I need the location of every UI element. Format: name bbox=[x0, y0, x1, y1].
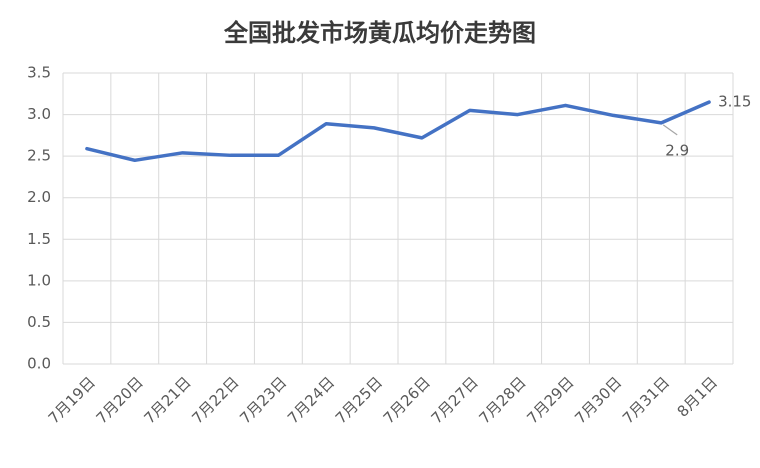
line-series bbox=[85, 100, 711, 163]
y-tick-label: 2.5 bbox=[27, 147, 51, 165]
x-tick-label: 7月24日 bbox=[284, 373, 338, 427]
x-tick-label: 8月1日 bbox=[674, 373, 721, 420]
x-tick-label: 7月22日 bbox=[188, 373, 242, 427]
x-tick-label: 7月31日 bbox=[619, 373, 673, 427]
x-tick-label: 7月26日 bbox=[380, 373, 434, 427]
y-tick-label: 3.5 bbox=[27, 64, 51, 82]
y-tick-label: 1.5 bbox=[27, 230, 51, 248]
y-tick-label: 1.0 bbox=[27, 271, 51, 289]
x-tick-label: 7月19日 bbox=[45, 373, 99, 427]
x-tick-label: 7月27日 bbox=[428, 373, 482, 427]
x-tick-label: 7月30日 bbox=[571, 373, 625, 427]
x-tick-label: 7月28日 bbox=[475, 373, 529, 427]
data-label: 3.15 bbox=[718, 93, 751, 111]
data-label: 2.9 bbox=[665, 141, 689, 159]
chart-title: 全国批发市场黄瓜均价走势图 bbox=[223, 19, 536, 47]
leader-line bbox=[662, 124, 678, 136]
x-tick-label: 7月29日 bbox=[523, 373, 577, 427]
x-tick-label: 7月20日 bbox=[93, 373, 147, 427]
x-tick-label: 7月25日 bbox=[332, 373, 386, 427]
x-tick-label: 7月23日 bbox=[236, 373, 290, 427]
y-tick-label: 2.0 bbox=[27, 188, 51, 206]
x-tick-label: 7月21日 bbox=[140, 373, 194, 427]
y-tick-label: 0.5 bbox=[27, 313, 51, 331]
y-tick-label: 0.0 bbox=[27, 355, 51, 373]
y-tick-label: 3.0 bbox=[27, 105, 51, 123]
